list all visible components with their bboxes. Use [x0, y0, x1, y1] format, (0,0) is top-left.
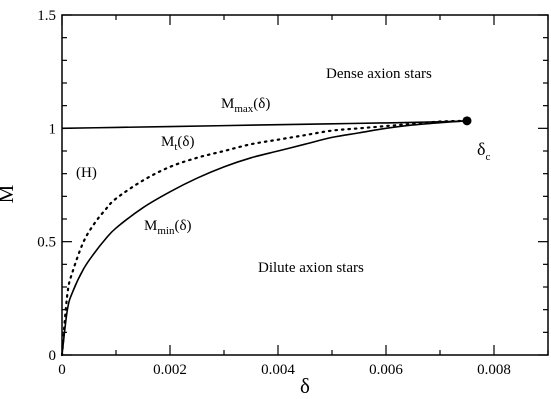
- mmax-label-arg: (δ): [253, 96, 270, 112]
- mmax-label-sub: max: [234, 103, 253, 115]
- y-tick-label: 1: [49, 121, 57, 137]
- x-tick-label: 0.004: [261, 362, 295, 378]
- mt-label: Mt(δ): [161, 134, 194, 153]
- delta-c-label: δc: [477, 139, 490, 163]
- x-tick-label: 0.008: [477, 362, 511, 378]
- mt-label-arg: (δ): [177, 134, 194, 150]
- critical-point-marker: [462, 116, 472, 126]
- curves: [60, 119, 469, 357]
- mt-label-base: M: [161, 134, 174, 150]
- h-region-label: (H): [76, 165, 97, 181]
- dense-region-label: Dense axion stars: [326, 66, 432, 82]
- mmax-label: Mmax(δ): [221, 96, 270, 115]
- plot-frame: [61, 14, 549, 356]
- mmin-label-base: M: [144, 218, 157, 234]
- mmin-label-arg: (δ): [174, 218, 191, 234]
- mt-label-sub: t: [174, 141, 177, 153]
- dilute-region-label: Dilute axion stars: [258, 260, 364, 276]
- mmin-label: Mmin(δ): [144, 218, 192, 237]
- mmin-label-sub: min: [157, 225, 175, 237]
- y-tick-label: 1.5: [37, 8, 56, 24]
- x-axis-label: δ: [300, 374, 310, 398]
- series-line-min: [61, 120, 468, 356]
- y-axis-label: M: [0, 184, 18, 203]
- x-tick-label: 0.006: [369, 362, 403, 378]
- delta-c-label-sub: c: [485, 151, 490, 163]
- delta-c-label-base: δ: [477, 139, 485, 159]
- y-tick-label: 0: [49, 348, 57, 364]
- mmax-label-base: M: [221, 96, 234, 112]
- tick-labels: 0 0.002 0.004 0.006 0.008 0 0.5 1 1.5: [37, 8, 511, 378]
- y-tick-label: 0.5: [37, 235, 56, 251]
- x-tick-label: 0: [58, 362, 66, 378]
- series-line-t: [60, 119, 469, 357]
- x-tick-label: 0.002: [153, 362, 187, 378]
- axis-ticks: [61, 14, 549, 356]
